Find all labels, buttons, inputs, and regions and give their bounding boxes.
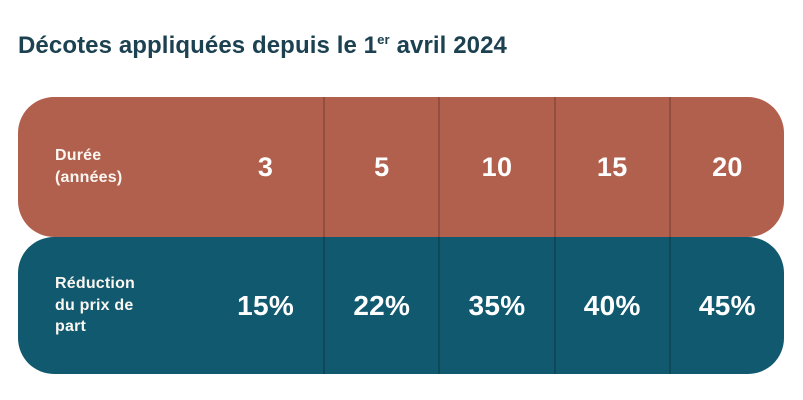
- discount-table: Durée (années) 3 5 10 15 20 Réduction du…: [18, 97, 784, 374]
- reduction-value-cell: 45%: [668, 237, 784, 374]
- duration-row-label: Durée (années): [55, 147, 123, 186]
- reduction-value-cell: 40%: [553, 237, 669, 374]
- reduction-value-cell: 35%: [438, 237, 553, 374]
- duration-value-cell: 15: [553, 97, 669, 237]
- page-title-ordinal-superscript: er: [377, 32, 390, 47]
- duration-row: Durée (années) 3 5 10 15 20: [18, 97, 784, 237]
- page-title-prefix: Décotes appliquées depuis le 1: [18, 32, 378, 59]
- duration-value-cell: 5: [323, 97, 438, 237]
- page-title-suffix: avril 2024: [389, 32, 507, 59]
- page-title: Décotes appliquées depuis le 1er avril 2…: [18, 32, 507, 60]
- duration-value-cell: 20: [668, 97, 784, 237]
- duration-value-cell: 10: [438, 97, 553, 237]
- reduction-value-cell: 22%: [323, 237, 438, 374]
- reduction-row: Réduction du prix de part 15% 22% 35% 40…: [18, 237, 784, 374]
- reduction-row-label: Réduction du prix de part: [55, 275, 136, 336]
- reduction-value-cell: 15%: [237, 289, 295, 321]
- duration-value-cell: 3: [257, 151, 274, 182]
